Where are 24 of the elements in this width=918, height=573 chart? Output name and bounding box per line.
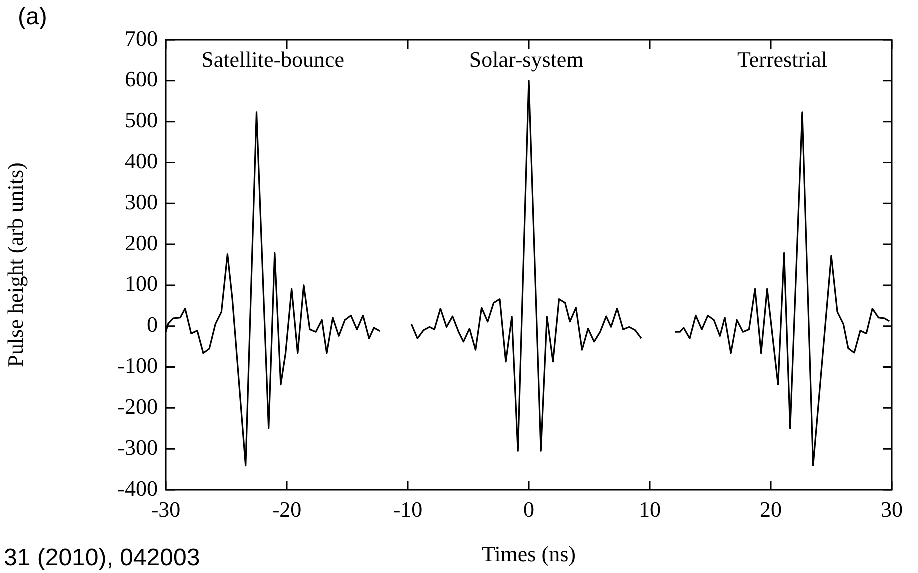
y-tick-label: 300 — [125, 189, 158, 214]
x-axis-title: Times (ns) — [482, 542, 576, 567]
legend-label: Terrestrial — [737, 46, 828, 72]
text: 31 (2010), 042003 — [4, 544, 200, 572]
text: (a) — [18, 4, 48, 31]
y-tick-label: 400 — [125, 148, 158, 174]
x-tick-label: 30 — [881, 496, 903, 522]
y-tick-label: 500 — [125, 108, 158, 133]
y-tick-label: -100 — [118, 353, 158, 378]
legend-label: Solar-system — [469, 46, 584, 72]
x-tick-label: 0 — [524, 496, 534, 522]
y-tick-label: 0 — [147, 312, 158, 338]
y-tick-label: 600 — [125, 66, 158, 92]
y-tick-label: 700 — [125, 26, 158, 51]
y-axis-title: Pulse height (arb units) — [2, 162, 28, 368]
y-tick-label: -300 — [118, 434, 158, 460]
legend-label: Satellite-bounce — [202, 46, 345, 72]
y-tick-label: 200 — [125, 230, 158, 256]
x-tick-label: 20 — [760, 496, 782, 522]
y-tick-label: -200 — [118, 394, 158, 419]
x-tick-label: -10 — [393, 496, 423, 522]
y-tick-label: 100 — [125, 271, 158, 296]
x-tick-label: 10 — [639, 496, 661, 522]
x-tick-label: -20 — [272, 496, 302, 522]
